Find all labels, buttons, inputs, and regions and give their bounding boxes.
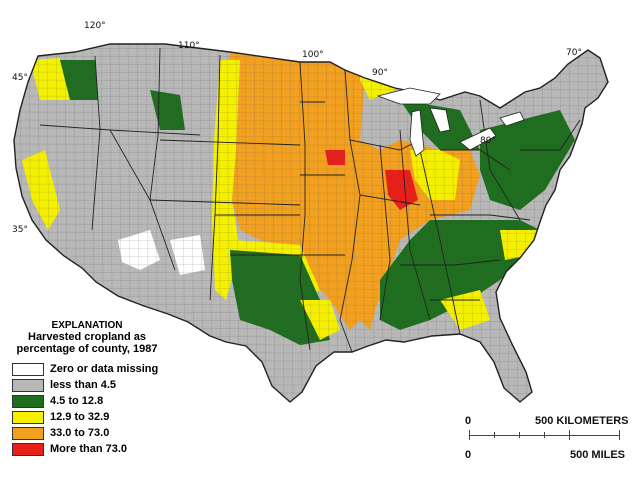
region-zero-arizona: [118, 230, 160, 270]
scale-mi-zero: 0: [465, 449, 472, 461]
region-mid-texas: [230, 250, 330, 345]
region-mid-southeast: [380, 220, 540, 330]
legend-item: less than 4.5: [12, 377, 202, 393]
legend: Zero or data missing less than 4.5 4.5 to …: [12, 361, 202, 457]
legend-swatch: [12, 394, 44, 408]
legend-label: 4.5 to 12.8: [50, 395, 104, 407]
lon-label-80: 80°: [480, 136, 496, 146]
scale-bar: 0 500 KILOMETERS 0 500 MILES: [465, 415, 635, 465]
lon-label-120: 120°: [84, 21, 106, 31]
lat-label-45: 45°: [12, 73, 28, 83]
explanation-subtitle-line2: percentage of county, 1987: [16, 343, 158, 355]
legend-label: 33.0 to 73.0: [50, 427, 110, 439]
legend-label: More than 73.0: [50, 443, 128, 455]
scale-tick: [519, 432, 520, 438]
scale-tick: [569, 430, 570, 440]
region-high-washington: [30, 58, 70, 100]
scale-km-zero: 0: [465, 415, 472, 427]
region-mid-appalachia: [480, 110, 575, 210]
scale-tick: [469, 430, 470, 440]
state-boundaries: [39, 47, 581, 353]
explanation-subtitle-line1: Harvested cropland as: [28, 331, 146, 343]
region-mid-washington: [60, 60, 98, 100]
legend-swatch: [12, 442, 44, 456]
legend-item: 12.9 to 32.9: [12, 409, 202, 425]
lon-label-90: 90°: [372, 68, 388, 78]
region-high-carolina: [500, 230, 540, 260]
region-high-west-fringe: [212, 60, 240, 300]
legend-item: More than 73.0: [12, 441, 202, 457]
legend-swatch: [12, 426, 44, 440]
map-explanation: EXPLANATION Harvested cropland as percen…: [12, 320, 202, 457]
scale-tick: [619, 430, 620, 440]
scale-tick: [544, 432, 545, 438]
legend-label: Zero or data missing: [50, 363, 159, 375]
lon-label-70: 70°: [566, 48, 582, 58]
explanation-title: EXPLANATION: [51, 320, 123, 331]
region-high-texas-coast: [300, 300, 340, 340]
lon-label-110: 110°: [178, 41, 200, 51]
legend-label: less than 4.5: [50, 379, 117, 391]
scale-km-label: 500 KILOMETERS: [535, 415, 629, 427]
legend-swatch: [12, 378, 44, 392]
scale-tick: [494, 432, 495, 438]
legend-item: Zero or data missing: [12, 361, 202, 377]
legend-label: 12.9 to 32.9: [50, 411, 110, 423]
region-very-high-delta: [355, 240, 378, 330]
legend-swatch: [12, 362, 44, 376]
legend-item: 33.0 to 73.0: [12, 425, 202, 441]
region-max-iowa: [325, 150, 345, 165]
legend-swatch: [12, 410, 44, 424]
region-high-california: [22, 150, 60, 230]
lat-label-35: 35°: [12, 225, 28, 235]
region-very-high-plains: [228, 52, 480, 330]
region-max-illinois: [385, 170, 418, 210]
great-lakes: [376, 87, 525, 157]
region-zero-nm: [170, 235, 205, 275]
legend-item: 4.5 to 12.8: [12, 393, 202, 409]
lon-label-100: 100°: [302, 50, 324, 60]
graticule-labels: 120° 110° 100° 90° 80° 70° 45° 35°: [12, 21, 582, 235]
scale-mi-label: 500 MILES: [570, 449, 626, 461]
